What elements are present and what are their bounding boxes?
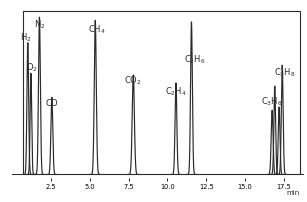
Text: $\mathregular{C}_{3}\mathregular{H}_{6}$: $\mathregular{C}_{3}\mathregular{H}_{6}$ — [261, 95, 283, 107]
Text: $\mathregular{C}_{2}\mathregular{H}_{4}$: $\mathregular{C}_{2}\mathregular{H}_{4}$ — [165, 85, 186, 98]
Text: $\mathregular{C}_{3}\mathregular{H}_{8}$: $\mathregular{C}_{3}\mathregular{H}_{8}$ — [274, 66, 296, 79]
Text: $\mathregular{CO}_{2}$: $\mathregular{CO}_{2}$ — [124, 74, 141, 87]
Text: $\mathregular{H}_{2}$: $\mathregular{H}_{2}$ — [20, 31, 31, 44]
Text: $\mathregular{CO}$: $\mathregular{CO}$ — [45, 97, 59, 107]
Text: $\mathregular{N}_{2}$: $\mathregular{N}_{2}$ — [34, 18, 46, 31]
Text: $\mathregular{CH}_{4}$: $\mathregular{CH}_{4}$ — [87, 23, 105, 36]
Text: $\mathregular{C}_{2}\mathregular{H}_{6}$: $\mathregular{C}_{2}\mathregular{H}_{6}$ — [184, 54, 205, 66]
Text: $\mathregular{O}_{2}$: $\mathregular{O}_{2}$ — [26, 61, 38, 74]
Text: min: min — [287, 189, 300, 195]
